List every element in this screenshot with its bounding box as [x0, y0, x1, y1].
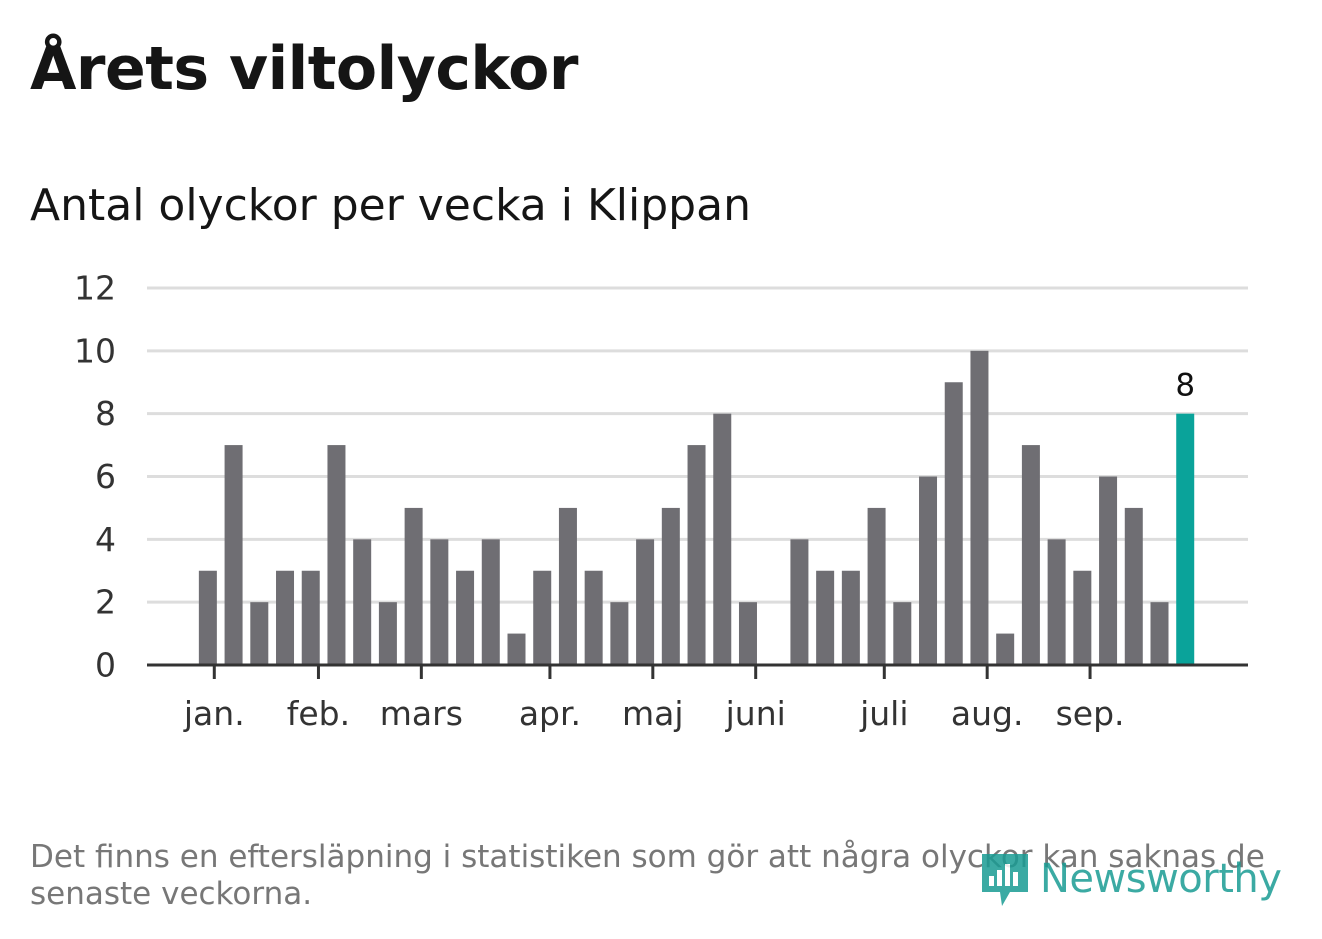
bar-week-31: [970, 350, 989, 665]
bar-week-38: [1150, 602, 1169, 665]
bar-week-12: [481, 539, 500, 665]
bar-week-20: [687, 445, 706, 665]
annotations: 8: [1175, 368, 1195, 404]
bar-week-34: [1047, 539, 1066, 665]
bar-week-2: [224, 445, 243, 665]
bar-week-37: [1124, 507, 1143, 665]
bar-highlight-week-39: [1176, 413, 1195, 665]
newsworthy-logo-icon: [982, 854, 1028, 906]
chart-subtitle: Antal olyckor per vecka i Klippan: [30, 180, 751, 231]
bars: [198, 350, 1195, 665]
bar-week-30: [944, 382, 963, 665]
bar-week-28: [893, 602, 912, 665]
y-tick-label-2: 2: [95, 583, 116, 622]
y-axis-labels: 0 2 4 6 8 10 12: [74, 269, 116, 685]
x-tick-label-feb.: feb.: [287, 694, 350, 733]
highlight-value-label: 8: [1175, 368, 1195, 404]
brand-logo: Newsworthy: [980, 848, 1282, 910]
footnote: Det finns en eftersläpning i statistiken…: [30, 839, 1265, 912]
bar-week-13: [507, 633, 526, 665]
bar-week-29: [919, 476, 938, 665]
bar-week-19: [661, 507, 680, 665]
bar-week-5: [301, 570, 320, 665]
bar-week-21: [713, 413, 732, 665]
y-tick-label-12: 12: [74, 269, 116, 308]
bar-week-15: [558, 507, 577, 665]
bar-week-7: [353, 539, 372, 665]
bar-week-27: [867, 507, 886, 665]
x-tick-label-apr.: apr.: [519, 694, 581, 733]
x-tick-label-aug.: aug.: [951, 694, 1024, 733]
x-axis-labels: jan. feb. mars apr. maj juni juli aug. sep.: [183, 694, 1125, 733]
bar-week-36: [1099, 476, 1118, 665]
bar-week-9: [404, 507, 423, 665]
y-tick-label-0: 0: [95, 646, 116, 685]
bar-week-3: [250, 602, 269, 665]
x-tick-label-mars: mars: [380, 694, 463, 733]
bar-week-6: [327, 445, 346, 665]
bar-week-35: [1073, 570, 1092, 665]
bar-week-17: [610, 602, 629, 665]
bar-week-4: [276, 570, 295, 665]
x-tick-label-juni: juni: [725, 694, 786, 733]
y-tick-label-4: 4: [95, 520, 116, 559]
bar-week-26: [841, 570, 860, 665]
x-axis: [147, 663, 1248, 679]
y-tick-label-8: 8: [95, 394, 116, 433]
bar-week-16: [584, 570, 603, 665]
bar-week-32: [996, 633, 1015, 665]
bar-week-14: [533, 570, 552, 665]
bar-week-18: [636, 539, 655, 665]
bar-week-25: [816, 570, 835, 665]
bar-week-11: [456, 570, 475, 665]
y-tick-label-10: 10: [74, 331, 116, 370]
bar-week-33: [1021, 445, 1040, 665]
bar-week-1: [198, 570, 217, 665]
x-tick-label-jan.: jan.: [183, 694, 245, 733]
x-tick-label-juli: juli: [859, 694, 908, 733]
bar-week-24: [790, 539, 809, 665]
x-tick-label-sep.: sep.: [1056, 694, 1125, 733]
bar-week-22: [738, 602, 757, 665]
bar-week-8: [378, 602, 397, 665]
brand-name: Newsworthy: [1040, 856, 1282, 902]
chart-title: Årets viltolyckor: [30, 34, 579, 104]
y-tick-label-6: 6: [95, 457, 116, 496]
bar-week-10: [430, 539, 449, 665]
bar-chart: 0 2 4 6 8 10 12 jan. feb. mars apr. maj juni juli aug…: [74, 269, 1248, 733]
x-tick-label-maj: maj: [622, 694, 684, 733]
